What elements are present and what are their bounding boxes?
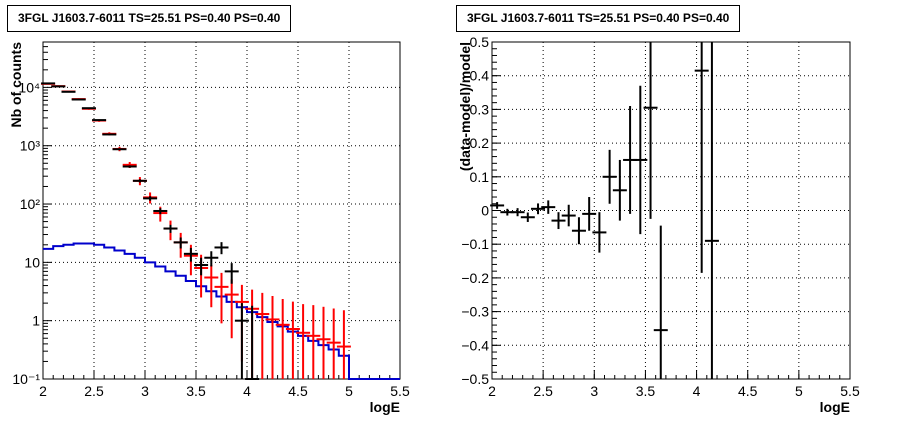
x-tick-label: 4 <box>243 383 251 399</box>
y-axis-label: (data-model)/model <box>457 42 473 171</box>
x-tick-label: 2 <box>39 383 47 399</box>
y-tick-label: 0 <box>481 203 489 219</box>
y-axis-label: Nb of counts <box>8 42 24 128</box>
y-tick-label: 10³ <box>20 138 41 154</box>
x-tick-label: 3 <box>590 383 598 399</box>
residual-panel-title: 3FGL J1603.7-6011 TS=25.51 PS=0.40 PS=0.… <box>456 5 741 32</box>
x-tick-label: 4.5 <box>288 383 308 399</box>
y-tick-label: 0.4 <box>470 68 490 84</box>
x-tick-label: 3.5 <box>636 383 656 399</box>
y-tick-label: 10² <box>20 196 41 212</box>
x-tick-label: 2.5 <box>533 383 553 399</box>
y-tick-label: 1 <box>32 313 40 329</box>
y-tick-label: −0.2 <box>461 270 489 286</box>
y-tick-label: −0.3 <box>461 304 489 320</box>
x-tick-label: 2.5 <box>84 383 104 399</box>
x-tick-label: 3.5 <box>186 383 206 399</box>
x-tick-label: 5.5 <box>390 383 410 399</box>
counts-panel: 2 2.5 3 3.5 4 4.5 5 5.5 10⁻¹ 1 10 10² 10³ 10⁴ logE Nb o… <box>8 41 410 415</box>
counts-panel-title: 3FGL J1603.7-6011 TS=25.51 PS=0.40 PS=0.… <box>7 5 292 32</box>
y-tick-label: 10⁻¹ <box>12 371 40 387</box>
y-tick-label: −0.4 <box>461 337 489 353</box>
y-tick-label: 0.1 <box>470 169 490 185</box>
y-tick-label: 0.3 <box>470 101 490 117</box>
model-source-histogram <box>43 242 400 380</box>
x-tick-label: 2 <box>488 383 496 399</box>
x-tick-label: 4.5 <box>738 383 758 399</box>
y-tick-label: 0.5 <box>470 34 490 50</box>
plot-frame <box>42 41 401 380</box>
y-tick-label: −0.1 <box>461 236 489 252</box>
x-axis-label: logE <box>820 399 850 415</box>
y-tick-label: −0.5 <box>461 371 489 387</box>
x-tick-label: 3 <box>141 383 149 399</box>
plot-frame <box>491 41 851 380</box>
x-tick-label: 5 <box>795 383 803 399</box>
x-tick-label: 4 <box>693 383 701 399</box>
residual-panel: 2 2.5 3 3.5 4 4.5 5 5.5 −0.5 −0.4 −0.3 −0.2 −0.1 0 0.1… <box>457 34 860 415</box>
y-tick-label: 10 <box>24 254 40 270</box>
x-tick-label: 5.5 <box>840 383 860 399</box>
y-tick-label: 10⁴ <box>18 79 40 95</box>
x-axis-label: logE <box>370 399 400 415</box>
x-tick-label: 5 <box>345 383 353 399</box>
y-tick-label: 0.2 <box>470 135 490 151</box>
